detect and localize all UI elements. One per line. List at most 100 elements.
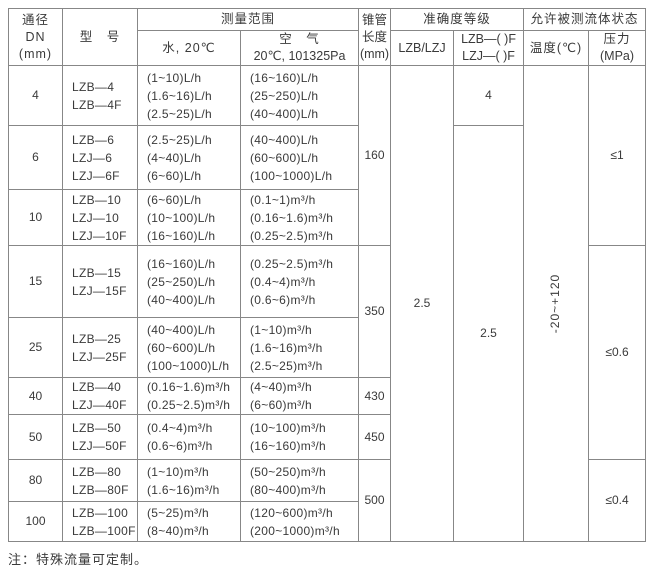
header-cone-line: 长度 (362, 29, 388, 44)
range-line: (200~1000)m³/h (250, 523, 340, 538)
model-line: LZJ—15F (72, 283, 127, 298)
dn-cell: 4 (8, 65, 63, 126)
cone-length-cell: 160 (358, 65, 392, 246)
accuracy-std-cell: 2.5 (390, 65, 455, 542)
air-range-cell: (16~160)L/h (25~250)L/h (40~400)L/h (239, 65, 360, 126)
table-row: 6 LZB—6 LZJ—6 LZJ—6F (2.5~25)L/h (4~40)L… (8, 125, 646, 542)
header-dn-line: 通径 (21, 12, 49, 27)
dn-cell: 6 (8, 125, 63, 190)
header-acc-f: LZB—( )F LZJ—( )F (453, 30, 525, 66)
header-fluid-group: 允许被测流体状态 (523, 8, 647, 31)
air-range-cell: (10~100)m³/h (16~160)m³/h (239, 414, 360, 460)
range-line: (5~25)m³/h (147, 505, 210, 520)
pressure-cell: ≤0.6 (588, 245, 647, 460)
pressure-cell: ≤0.4 (588, 459, 647, 542)
range-line: (4~40)L/h (147, 150, 202, 165)
model-line: LZJ—6 (72, 150, 113, 165)
header-acc-f-line: LZJ—( )F (462, 49, 515, 63)
range-line: (0.25~2.5)m³/h (250, 228, 334, 243)
range-line: (10~100)L/h (147, 210, 216, 225)
range-line: (0.16~1.6)m³/h (250, 210, 334, 225)
header-model: 型 号 (62, 8, 138, 66)
range-line: (16~160)L/h (147, 256, 216, 271)
water-range-cell: (5~25)m³/h (8~40)m³/h (137, 501, 241, 542)
range-line: (2.5~25)L/h (147, 132, 213, 147)
model-line: LZJ—25F (72, 349, 127, 364)
model-cell: LZB—100 LZB—100F (62, 501, 138, 542)
dn-cell: 40 (8, 377, 63, 415)
range-line: (40~400)L/h (250, 106, 319, 121)
range-line: (60~600)L/h (250, 150, 319, 165)
range-line: (16~160)L/h (250, 70, 319, 85)
header-dn-line: (mm) (18, 46, 53, 61)
model-line: LZB—100 (72, 505, 129, 520)
temperature-cell: -20~+120 (523, 65, 590, 542)
model-line: LZJ—40F (72, 398, 127, 412)
range-line: (1.6~16)m³/h (250, 340, 323, 355)
air-range-cell: (0.1~1)m³/h (0.16~1.6)m³/h (0.25~2.5)m³/… (239, 189, 360, 246)
model-line: LZB—50 (72, 421, 122, 435)
spec-table: 通径 DN (mm) 型 号 测量范围 锥管 长度 (mm) 准确度等级 允许被… (8, 8, 647, 542)
range-line: (8~40)m³/h (147, 523, 210, 538)
pressure-cell: ≤1 (588, 65, 647, 246)
water-range-cell: (0.4~4)m³/h (0.6~6)m³/h (137, 414, 241, 460)
dn-cell: 15 (8, 245, 63, 318)
model-cell: LZB—6 LZJ—6 LZJ—6F (62, 125, 138, 190)
model-line: LZJ—10 (72, 210, 120, 225)
range-line: (0.6~6)m³/h (250, 292, 316, 307)
model-line: LZB—80F (72, 482, 129, 497)
header-air-line: 20℃, 101325Pa (253, 49, 346, 63)
range-line: (25~250)L/h (147, 274, 216, 289)
range-line: (1.6~16)L/h (147, 88, 213, 103)
water-range-cell: (40~400)L/h (60~600)L/h (100~1000)L/h (137, 317, 241, 378)
header-acc-f-line: LZB—( )F (461, 32, 516, 46)
model-line: LZJ—50F (72, 439, 127, 453)
water-range-cell: (6~60)L/h (10~100)L/h (16~160)L/h (137, 189, 241, 246)
water-range-cell: (2.5~25)L/h (4~40)L/h (6~60)L/h (137, 125, 241, 190)
range-line: (6~60)L/h (147, 168, 202, 183)
cone-length-cell: 450 (358, 414, 392, 460)
dn-cell: 50 (8, 414, 63, 460)
range-line: (2.5~25)L/h (147, 106, 213, 121)
range-line: (0.25~2.5)m³/h (147, 398, 231, 412)
cone-length-cell: 350 (358, 245, 392, 378)
water-range-cell: (16~160)L/h (25~250)L/h (40~400)L/h (137, 245, 241, 318)
range-line: (50~250)m³/h (250, 464, 326, 479)
range-line: (6~60)L/h (147, 192, 202, 207)
range-line: (0.25~2.5)m³/h (250, 256, 334, 271)
header-air: 空 气 20℃, 101325Pa (239, 30, 360, 66)
air-range-cell: (0.25~2.5)m³/h (0.4~4)m³/h (0.6~6)m³/h (239, 245, 360, 318)
table-row: 50 LZB—50 LZJ—50F (0.4~4)m³/h (0.6~6)m³/… (8, 414, 646, 460)
header-pressure: 压力 (MPa) (588, 30, 647, 66)
header-dn-line: DN (25, 29, 46, 44)
model-line: LZJ—6F (72, 168, 120, 183)
cone-length-cell: 500 (358, 459, 392, 542)
model-cell: LZB—15 LZJ—15F (62, 245, 138, 318)
header-accuracy-group: 准确度等级 (390, 8, 525, 31)
dn-cell: 100 (8, 501, 63, 542)
range-line: (1~10)m³/h (147, 464, 210, 479)
range-line: (40~400)L/h (147, 292, 216, 307)
air-range-cell: (1~10)m³/h (1.6~16)m³/h (2.5~25)m³/h (239, 317, 360, 378)
header-dn: 通径 DN (mm) (8, 8, 63, 66)
range-line: (0.6~6)m³/h (147, 439, 213, 453)
range-line: (100~1000)L/h (250, 168, 333, 183)
range-line: (60~600)L/h (147, 340, 216, 355)
table-row: 4 LZB—4 LZB—4F (1~10)L/h (1.6~16)L/h (2.… (8, 65, 647, 542)
range-line: (25~250)L/h (250, 88, 319, 103)
temperature-value: -20~+120 (548, 273, 563, 334)
model-line: LZB—6 (72, 132, 115, 147)
air-range-cell: (50~250)m³/h (80~400)m³/h (239, 459, 360, 502)
header-cone-length: 锥管 长度 (mm) (358, 8, 392, 66)
model-cell: LZB—80 LZB—80F (62, 459, 138, 502)
model-cell: LZB—25 LZJ—25F (62, 317, 138, 378)
header-temp: 温度(℃) (523, 30, 590, 66)
table-row: 15 LZB—15 LZJ—15F (16~160)L/h (25~250)L/… (8, 245, 647, 460)
water-range-cell: (0.16~1.6)m³/h (0.25~2.5)m³/h (137, 377, 241, 415)
range-line: (16~160)m³/h (250, 439, 326, 453)
header-air-line: 空 气 (279, 32, 320, 46)
model-cell: LZB—4 LZB—4F (62, 65, 138, 126)
dn-cell: 10 (8, 189, 63, 246)
range-line: (1~10)m³/h (250, 322, 313, 337)
range-line: (0.4~4)m³/h (147, 421, 213, 435)
